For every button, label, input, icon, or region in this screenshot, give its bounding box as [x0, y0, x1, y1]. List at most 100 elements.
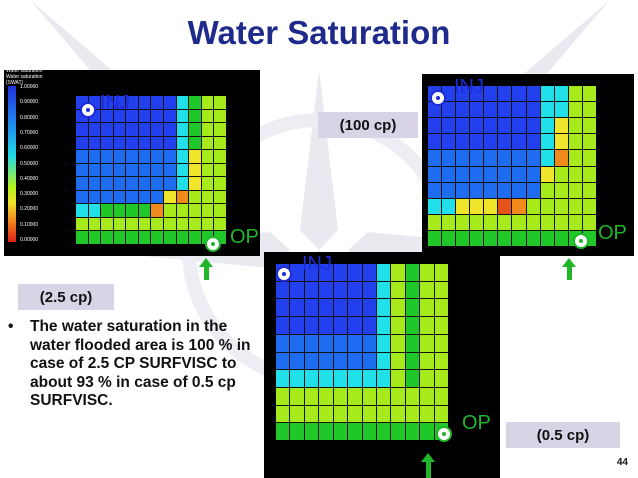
grid-cell: [376, 299, 391, 317]
grid-cell: [201, 190, 214, 204]
grid-cell: [420, 264, 434, 281]
grid-cell: [420, 370, 434, 387]
grid-cell: [456, 102, 470, 118]
label-100cp: (100 cp): [318, 112, 418, 138]
grid-cell: [76, 204, 88, 217]
grid-cell: [113, 163, 126, 177]
grid-cell: [498, 118, 512, 134]
grid-cell: [189, 163, 201, 177]
grid-cell: [456, 230, 470, 246]
bullet-text: The water saturation in the water floode…: [30, 318, 251, 409]
grid-cell: [138, 96, 151, 109]
grid-cell: [176, 96, 189, 109]
grid-cell: [348, 334, 362, 352]
grid-cell: [526, 134, 540, 150]
grid-cell: [348, 423, 362, 440]
grid-cell: [151, 231, 164, 244]
grid-cell: [568, 134, 582, 150]
grid-cell: [376, 370, 391, 387]
grid-cell: [582, 86, 596, 102]
grid-cell: [526, 166, 540, 182]
grid-cell: [540, 214, 554, 230]
grid-cell: [540, 182, 554, 198]
grid-cell: [151, 177, 164, 190]
grid-cell: [554, 86, 568, 102]
grid-cell: [526, 198, 540, 214]
grid-cell: [276, 352, 290, 370]
grid-cell: [568, 182, 582, 198]
grid-cell: [101, 163, 113, 177]
grid-cell: [512, 230, 526, 246]
grid-cell: [164, 136, 176, 150]
grid-cell: [526, 86, 540, 102]
grid-cell: [276, 281, 290, 299]
grid-cell: [319, 317, 333, 334]
grid-cell: [456, 182, 470, 198]
grid-cell: [290, 370, 304, 387]
grid-cell: [88, 109, 101, 123]
grid-cell: [151, 190, 164, 204]
grid-cell: [391, 423, 405, 440]
grid-cell: [201, 150, 214, 163]
grid-cell: [391, 299, 405, 317]
grid-cell: [176, 150, 189, 163]
grid-cell: [151, 123, 164, 136]
grid-cell: [138, 109, 151, 123]
grid-cell: [512, 166, 526, 182]
grid-cell: [434, 387, 448, 405]
grid-cell: [582, 166, 596, 182]
grid-cell: [290, 299, 304, 317]
grid-cell: [420, 352, 434, 370]
grid-cell: [290, 264, 304, 281]
legend-tick: 0.00000: [20, 237, 39, 243]
grid-cell: [442, 166, 456, 182]
grid-cell: [101, 217, 113, 231]
grid-cell: [304, 299, 319, 317]
grid-cell: [76, 123, 88, 136]
grid-cell: [113, 177, 126, 190]
grid-cell: [214, 136, 226, 150]
grid-cell: [88, 231, 101, 244]
grid-cell: [113, 231, 126, 244]
grid-cell: [456, 134, 470, 150]
grid-cell: [434, 299, 448, 317]
grid-cell: [76, 136, 88, 150]
grid-cell: [470, 134, 484, 150]
grid-cell: [540, 150, 554, 166]
grid-cell: [442, 214, 456, 230]
grid-cell: [164, 204, 176, 217]
grid-cell: [554, 150, 568, 166]
grid-cell: [405, 299, 420, 317]
grid-cell: [319, 370, 333, 387]
grid-cell: [113, 190, 126, 204]
legend-tick: 0.40000: [20, 175, 39, 182]
grid-cell: [126, 163, 138, 177]
grid-cell: [333, 405, 348, 423]
grid-cell: [376, 423, 391, 440]
grid-cell: [189, 204, 201, 217]
grid-cell: [512, 150, 526, 166]
grid-cell: [276, 299, 290, 317]
grid-cell: [442, 150, 456, 166]
grid-cell: [498, 150, 512, 166]
legend-tick: 0.30000: [20, 191, 39, 198]
grid-cell: [290, 334, 304, 352]
grid-cell: [333, 264, 348, 281]
grid-cell: [512, 86, 526, 102]
grid-cell: [76, 96, 88, 109]
grid-cell: [434, 334, 448, 352]
grid-cell: [88, 150, 101, 163]
grid-cell: [405, 317, 420, 334]
grid-cell: [126, 150, 138, 163]
grid-cell: [498, 182, 512, 198]
grid-cell: [138, 123, 151, 136]
grid-cell: [420, 281, 434, 299]
grid-cell: [189, 177, 201, 190]
grid-cell: [76, 190, 88, 204]
grid-cell: [201, 123, 214, 136]
grid-cell: [201, 217, 214, 231]
op-label-bottom: OP: [462, 412, 491, 434]
grid-cell: [568, 198, 582, 214]
grid-cell: [362, 299, 376, 317]
legend-tick: 0.80000: [20, 114, 39, 121]
